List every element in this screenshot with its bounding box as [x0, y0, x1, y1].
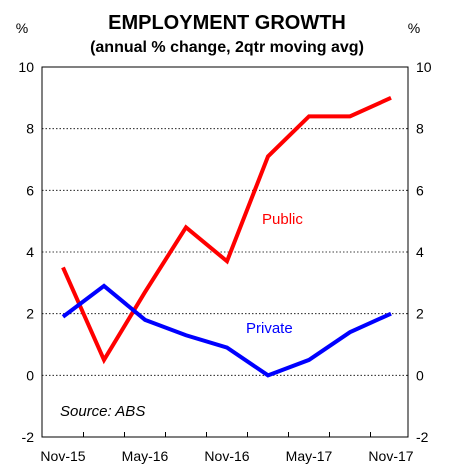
y-tick-label-left-3: 4	[26, 244, 34, 260]
y-axis-unit-left: %	[16, 20, 28, 36]
y-tick-label-left-0: -2	[22, 429, 35, 445]
y-tick-label-left-5: 8	[26, 121, 34, 137]
x-tick-label-2: Nov-16	[204, 448, 249, 464]
series-line-private	[61, 283, 392, 378]
gridlines	[42, 128, 408, 376]
y-tick-labels: -2 -2 0 0 2 2 4 4 6 6 8 8 10 10	[18, 59, 431, 445]
x-tick-label-1: May-16	[122, 448, 169, 464]
y-tick-label-right-0: -2	[416, 429, 429, 445]
y-tick-label-left-6: 10	[18, 59, 34, 75]
y-tick-label-right-6: 10	[416, 59, 432, 75]
y-tick-label-right-2: 2	[416, 306, 424, 322]
x-tick-labels: Nov-15 May-16 Nov-16 May-17 Nov-17	[40, 448, 413, 464]
chart-title: EMPLOYMENT GROWTH	[108, 12, 346, 34]
y-tick-label-right-3: 4	[416, 244, 424, 260]
plot-frame	[41, 66, 409, 438]
x-tick-label-3: May-17	[286, 448, 333, 464]
series-lines	[61, 96, 392, 378]
y-tick-label-right-1: 0	[416, 367, 424, 383]
x-tick-marks	[83, 432, 371, 437]
y-tick-label-left-1: 0	[26, 367, 34, 383]
x-tick-label-0: Nov-15	[40, 448, 85, 464]
series-line-public	[61, 96, 392, 365]
y-tick-label-right-5: 8	[416, 121, 424, 137]
series-label-public: Public	[262, 211, 303, 228]
source-annotation: Source: ABS	[60, 403, 145, 420]
x-tick-label-4: Nov-17	[368, 448, 413, 464]
series-label-private: Private	[246, 320, 293, 337]
y-tick-label-left-2: 2	[26, 306, 34, 322]
y-axis-unit-right: %	[408, 20, 420, 36]
chart-subtitle: (annual % change, 2qtr moving avg)	[90, 39, 364, 56]
y-tick-label-left-4: 6	[26, 182, 34, 198]
y-tick-label-right-4: 6	[416, 182, 424, 198]
